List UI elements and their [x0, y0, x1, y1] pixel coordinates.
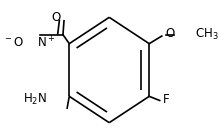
- Text: N$^+$: N$^+$: [37, 35, 56, 51]
- Text: CH$_3$: CH$_3$: [195, 26, 219, 42]
- Text: $^-$O: $^-$O: [3, 37, 24, 49]
- Text: O: O: [51, 11, 60, 24]
- Text: H$_2$N: H$_2$N: [23, 92, 47, 107]
- Text: O: O: [166, 27, 175, 40]
- Text: F: F: [163, 93, 169, 106]
